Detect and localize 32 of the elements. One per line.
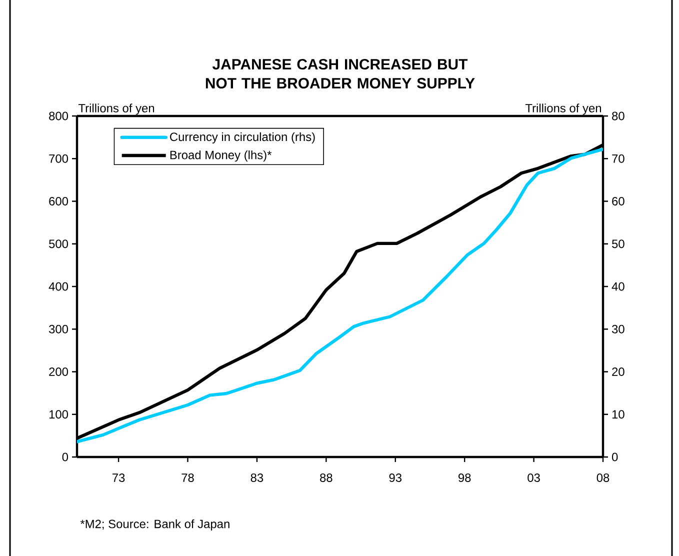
x-tick-label: 83 [250,474,264,482]
x-tick-label: 08 [596,474,610,482]
y-axis-title: Trillions of yen [78,104,154,115]
y-tick-label: 400 [48,282,68,291]
y-tick-label: 300 [49,324,68,334]
y2-tick-label: 80 [612,112,624,120]
x-tick-label: 98 [458,474,471,482]
y2-tick-label: 40 [612,282,624,291]
y-tick-label: 500 [49,240,68,248]
y-tick-label: 800 [49,112,68,120]
legend-label: Currency in circulation (rhs) [170,132,315,144]
y2-tick-label: 50 [612,240,624,248]
x-tick-label: 78 [182,474,194,482]
y2-axis-title: Trillions of yen [525,104,602,115]
x-tick-label: 03 [528,474,540,482]
legend-label: Broad Money (lhs)* [170,150,272,162]
y-tick-label: 700 [49,154,68,163]
chart-title: JAPANESE CASH INCREASED BUT NOT THE BROADER MONEY SUPPLY [206,58,475,88]
y2-tick-label: 30 [612,324,624,334]
y-tick-label: 100 [49,410,68,419]
y-tick-label: 200 [49,368,68,376]
y2-tick-label: 20 [612,368,624,376]
x-tick-label: 88 [320,474,332,482]
y2-tick-label: 0 [612,452,618,462]
y-tick-label: 0 [62,452,68,462]
y2-tick-label: 60 [612,197,624,206]
y-tick-label: 600 [49,197,68,206]
y2-tick-label: 10 [612,410,624,419]
y2-tick-label: 70 [612,154,624,163]
x-tick-label: 93 [389,474,402,482]
text: *M2; Source: Bank of Japan [80,519,230,531]
x-tick-label: 73 [112,474,125,482]
